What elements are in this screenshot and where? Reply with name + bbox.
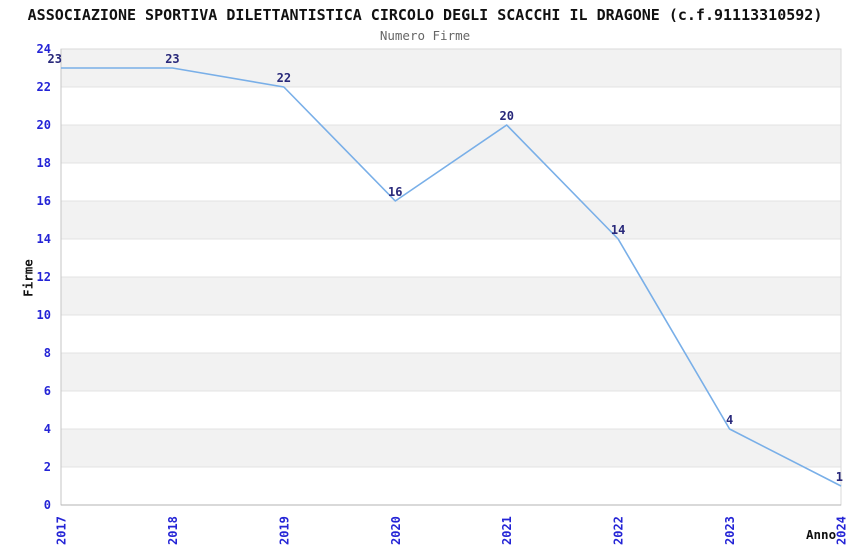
point-label: 1	[836, 470, 843, 484]
point-label: 20	[499, 109, 513, 123]
y-tick-label: 12	[37, 270, 51, 284]
y-tick-label: 14	[37, 232, 51, 246]
x-tick-label: 2023	[723, 516, 737, 545]
y-tick-label: 20	[37, 118, 51, 132]
background-band	[61, 277, 841, 315]
y-tick-label: 18	[37, 156, 51, 170]
x-tick-label: 2020	[389, 516, 403, 545]
point-label: 16	[388, 185, 402, 199]
y-tick-label: 4	[44, 422, 51, 436]
chart-title: ASSOCIAZIONE SPORTIVA DILETTANTISTICA CI…	[27, 6, 823, 24]
x-axis-title: Anno	[806, 527, 837, 542]
x-tick-label: 2022	[612, 516, 626, 545]
x-tick-label: 2018	[166, 516, 180, 545]
background-band	[61, 125, 841, 163]
point-label: 4	[726, 413, 733, 427]
background-band	[61, 201, 841, 239]
data-line	[61, 67, 842, 487]
y-tick-label: 6	[44, 384, 51, 398]
y-tick-label: 10	[37, 308, 51, 322]
y-tick-label: 22	[37, 80, 51, 94]
chart-subtitle: Numero Firme	[379, 28, 471, 43]
y-axis-title: Firme	[20, 259, 36, 297]
x-tick-label: 2024	[835, 516, 849, 545]
y-tick-label: 8	[44, 346, 51, 360]
background-band	[61, 49, 841, 87]
point-label: 23	[165, 52, 179, 66]
x-tick-label: 2021	[500, 516, 514, 545]
y-tick-label: 0	[44, 498, 51, 512]
y-tick-label: 2	[44, 460, 51, 474]
y-tick-label: 16	[37, 194, 51, 208]
y-tick-label: 24	[37, 42, 51, 56]
x-tick-label: 2017	[55, 516, 69, 545]
x-tick-label: 2019	[277, 516, 291, 545]
background-band	[61, 353, 841, 391]
background-band	[61, 429, 841, 467]
point-label: 23	[48, 52, 62, 66]
point-label: 14	[611, 223, 625, 237]
point-label: 22	[277, 71, 291, 85]
